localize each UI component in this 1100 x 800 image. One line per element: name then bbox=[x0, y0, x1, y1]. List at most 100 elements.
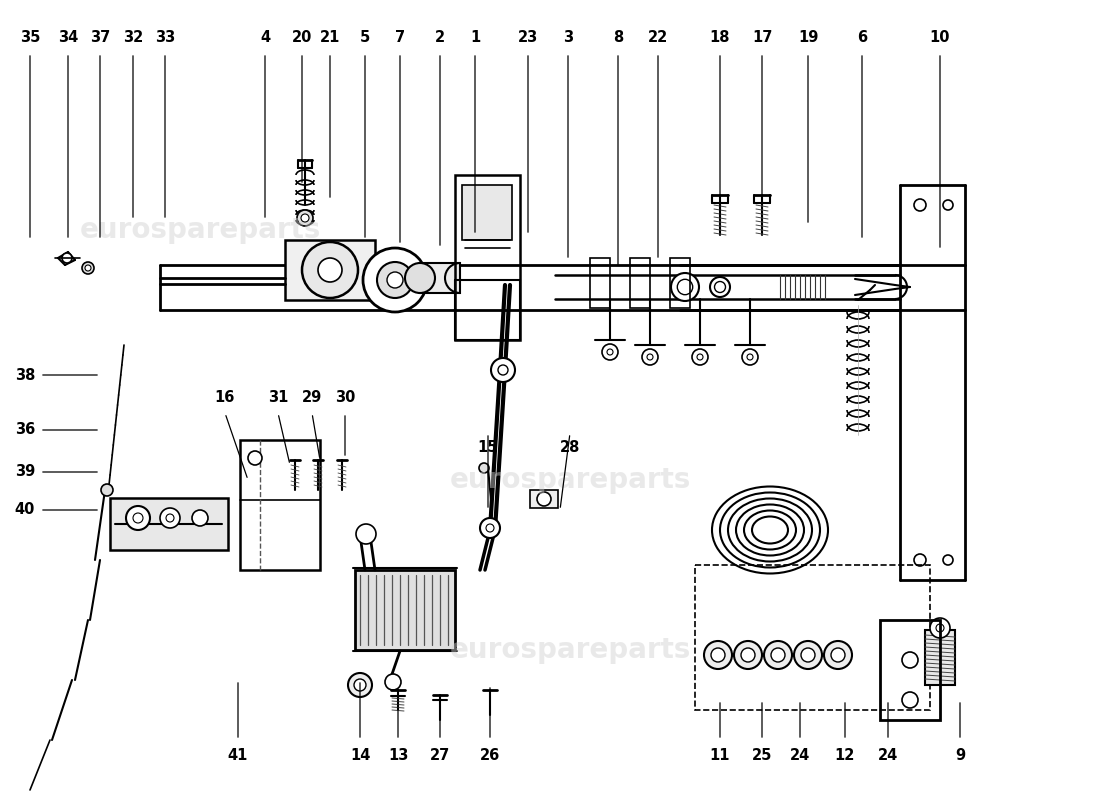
Circle shape bbox=[385, 674, 402, 690]
Text: 6: 6 bbox=[857, 30, 867, 46]
Circle shape bbox=[297, 210, 313, 226]
Circle shape bbox=[607, 349, 613, 355]
Circle shape bbox=[704, 641, 732, 669]
Bar bbox=[455, 175, 520, 340]
Circle shape bbox=[692, 349, 708, 365]
Circle shape bbox=[248, 451, 262, 465]
Text: eurospareparts: eurospareparts bbox=[79, 216, 321, 244]
Circle shape bbox=[133, 513, 143, 523]
Circle shape bbox=[491, 358, 515, 382]
Circle shape bbox=[82, 262, 94, 274]
Circle shape bbox=[318, 258, 342, 282]
Text: 27: 27 bbox=[430, 747, 450, 762]
Text: 33: 33 bbox=[155, 30, 175, 46]
Text: 19: 19 bbox=[798, 30, 818, 46]
Text: 15: 15 bbox=[477, 441, 498, 455]
Circle shape bbox=[715, 282, 726, 293]
Text: 22: 22 bbox=[648, 30, 668, 46]
Circle shape bbox=[126, 506, 150, 530]
Circle shape bbox=[498, 365, 508, 375]
Text: 9: 9 bbox=[955, 747, 965, 762]
Text: 29: 29 bbox=[301, 390, 322, 406]
Circle shape bbox=[537, 492, 551, 506]
Text: 13: 13 bbox=[388, 747, 408, 762]
Text: 2: 2 bbox=[434, 30, 446, 46]
Text: 10: 10 bbox=[930, 30, 950, 46]
Circle shape bbox=[356, 524, 376, 544]
Bar bbox=[880, 620, 940, 720]
Circle shape bbox=[301, 214, 309, 222]
Circle shape bbox=[678, 279, 693, 294]
Circle shape bbox=[902, 692, 918, 708]
Circle shape bbox=[354, 679, 366, 691]
Circle shape bbox=[824, 641, 852, 669]
Circle shape bbox=[741, 648, 755, 662]
Bar bbox=[420, 263, 460, 293]
Circle shape bbox=[387, 272, 403, 288]
Text: 24: 24 bbox=[878, 747, 898, 762]
Circle shape bbox=[697, 354, 703, 360]
Text: eurospareparts: eurospareparts bbox=[449, 636, 691, 664]
Text: 11: 11 bbox=[710, 747, 730, 762]
Circle shape bbox=[348, 673, 372, 697]
Text: eurospareparts: eurospareparts bbox=[449, 466, 691, 494]
Bar bbox=[355, 570, 455, 650]
Circle shape bbox=[734, 641, 762, 669]
Text: 23: 23 bbox=[518, 30, 538, 46]
Text: 25: 25 bbox=[751, 747, 772, 762]
Circle shape bbox=[602, 344, 618, 360]
Circle shape bbox=[647, 354, 653, 360]
Circle shape bbox=[943, 555, 953, 565]
Text: 35: 35 bbox=[20, 30, 41, 46]
Circle shape bbox=[377, 262, 412, 298]
Bar bbox=[462, 185, 512, 240]
Bar bbox=[925, 630, 955, 685]
Bar bbox=[285, 240, 375, 300]
Circle shape bbox=[642, 349, 658, 365]
Circle shape bbox=[302, 242, 358, 298]
Circle shape bbox=[710, 277, 730, 297]
Text: 4: 4 bbox=[260, 30, 271, 46]
Text: 14: 14 bbox=[350, 747, 371, 762]
Text: 37: 37 bbox=[90, 30, 110, 46]
Text: 17: 17 bbox=[751, 30, 772, 46]
Text: 34: 34 bbox=[58, 30, 78, 46]
Bar bbox=[530, 490, 558, 508]
Circle shape bbox=[192, 510, 208, 526]
Text: 12: 12 bbox=[835, 747, 855, 762]
Text: 40: 40 bbox=[14, 502, 35, 518]
Text: 36: 36 bbox=[15, 422, 35, 438]
Circle shape bbox=[902, 652, 918, 668]
Circle shape bbox=[671, 273, 698, 301]
Circle shape bbox=[830, 648, 845, 662]
Circle shape bbox=[930, 618, 950, 638]
Text: 39: 39 bbox=[15, 465, 35, 479]
Text: 31: 31 bbox=[267, 390, 288, 406]
Bar bbox=[590, 258, 610, 308]
Circle shape bbox=[160, 508, 180, 528]
Text: 30: 30 bbox=[334, 390, 355, 406]
Circle shape bbox=[486, 524, 494, 532]
Circle shape bbox=[914, 554, 926, 566]
Bar bbox=[670, 258, 690, 308]
Circle shape bbox=[794, 641, 822, 669]
Circle shape bbox=[764, 641, 792, 669]
Circle shape bbox=[480, 518, 501, 538]
Text: 32: 32 bbox=[123, 30, 143, 46]
Text: 21: 21 bbox=[320, 30, 340, 46]
Circle shape bbox=[747, 354, 754, 360]
Text: 41: 41 bbox=[228, 747, 249, 762]
Circle shape bbox=[936, 624, 944, 632]
Text: 5: 5 bbox=[360, 30, 370, 46]
Circle shape bbox=[711, 648, 725, 662]
Bar bbox=[630, 258, 650, 308]
Circle shape bbox=[478, 463, 490, 473]
Circle shape bbox=[943, 200, 953, 210]
Bar bbox=[240, 440, 320, 570]
Text: 38: 38 bbox=[14, 367, 35, 382]
Text: 8: 8 bbox=[613, 30, 623, 46]
Text: 16: 16 bbox=[214, 390, 235, 406]
Circle shape bbox=[771, 648, 785, 662]
Bar bbox=[695, 565, 930, 710]
Text: 7: 7 bbox=[395, 30, 405, 46]
